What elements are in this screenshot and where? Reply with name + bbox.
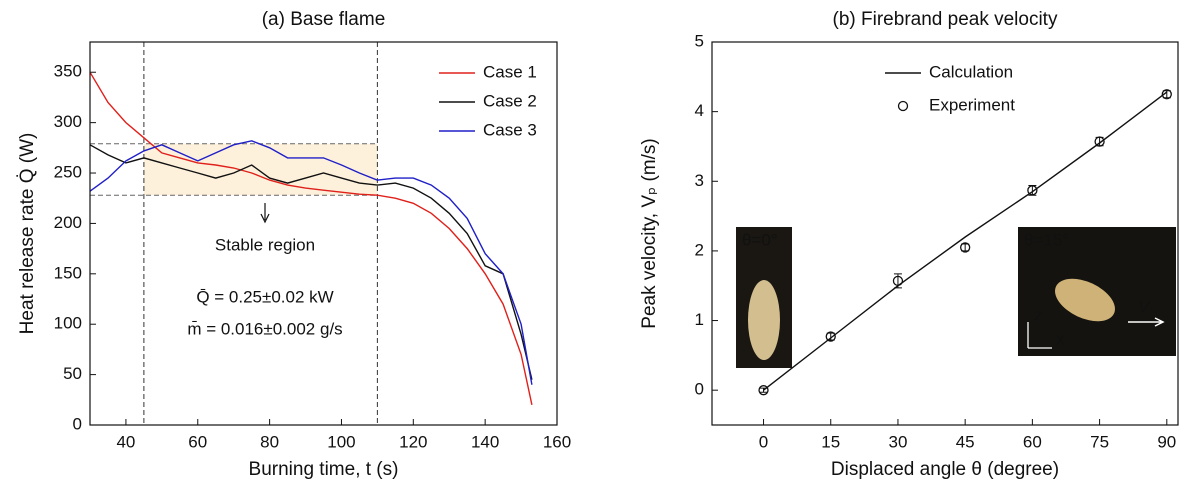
- x-tick-label: 15: [821, 432, 840, 451]
- error-bar: [961, 243, 970, 252]
- inset-axis: z: [1034, 305, 1043, 324]
- region-label: Stable region: [215, 235, 315, 254]
- chart-title: (b) Firebrand peak velocity: [833, 9, 1058, 30]
- y-tick-label: 2: [695, 240, 704, 259]
- y-tick-label: 3: [695, 171, 704, 190]
- x-tick-label: 40: [116, 432, 135, 451]
- y-tick-label: 200: [54, 213, 82, 232]
- x-tick-label: 90: [1157, 432, 1176, 451]
- legend-label: Case 1: [483, 62, 537, 81]
- stable-region: [143, 143, 378, 196]
- x-tick-label: 0: [759, 432, 768, 451]
- x-tick-label: 80: [260, 432, 279, 451]
- plot-frame: [89, 41, 558, 426]
- chart-title: (a) Base flame: [262, 9, 386, 30]
- y-tick-label: 350: [54, 62, 82, 81]
- inset-arrow-label: V: [1138, 297, 1151, 316]
- y-tick-label: 150: [54, 263, 82, 282]
- legend-label: Experiment: [929, 95, 1015, 114]
- legend-marker: [897, 100, 909, 112]
- y-tick-label: 0: [695, 380, 704, 399]
- flame: [1055, 278, 1115, 322]
- inset-label: θ=0°: [742, 230, 778, 249]
- pointer-arrow: [260, 203, 270, 224]
- inset-label: θ=15°: [1024, 230, 1069, 249]
- legend-label: Calculation: [929, 62, 1013, 81]
- error-bar: [759, 387, 768, 393]
- x-tick-label: 100: [327, 432, 355, 451]
- flame: [748, 280, 780, 360]
- y-tick-label: 250: [54, 163, 82, 182]
- y-axis-label: Peak velocity, Vₚ (m/s): [639, 138, 660, 328]
- data-point: [1161, 89, 1172, 100]
- data-point: [1094, 136, 1105, 147]
- series-line: [89, 71, 533, 405]
- y-tick-label: 1: [695, 310, 704, 329]
- annotation: m̄ = 0.016±0.002 g/s: [187, 319, 342, 338]
- x-axis-label: Displaced angle θ (degree): [831, 459, 1059, 480]
- velocity-arrow: [1128, 317, 1165, 327]
- x-tick-label: 140: [471, 432, 499, 451]
- legend-label: Case 2: [483, 91, 537, 110]
- legend-label: Case 3: [483, 120, 537, 139]
- series-line: [89, 140, 533, 385]
- data-point: [960, 242, 971, 253]
- y-tick-label: 50: [63, 364, 82, 383]
- x-tick-label: 60: [1023, 432, 1042, 451]
- x-tick-label: 45: [956, 432, 975, 451]
- data-point: [825, 331, 836, 342]
- x-axis-label: Burning time, t (s): [249, 459, 399, 480]
- x-tick-label: 60: [188, 432, 207, 451]
- axes-glyph: [1027, 322, 1052, 349]
- plot-frame: [711, 41, 1179, 426]
- data-point: [892, 275, 904, 287]
- x-tick-label: 30: [888, 432, 907, 451]
- y-tick-label: 4: [695, 101, 704, 120]
- annotation: Q̄ = 0.25±0.02 kW: [196, 287, 333, 306]
- x-tick-label: 120: [399, 432, 427, 451]
- y-tick-label: 300: [54, 112, 82, 131]
- data-point: [1027, 185, 1038, 196]
- y-axis-label: Heat release rate Q̇ (W): [17, 133, 38, 335]
- y-tick-label: 100: [54, 314, 82, 333]
- inset-axis: x: [1056, 329, 1065, 348]
- y-tick-label: 5: [695, 31, 704, 50]
- x-tick-label: 75: [1090, 432, 1109, 451]
- x-tick-label: 160: [543, 432, 571, 451]
- y-tick-label: 0: [73, 414, 82, 433]
- data-point: [758, 385, 769, 396]
- series-line: [89, 144, 533, 380]
